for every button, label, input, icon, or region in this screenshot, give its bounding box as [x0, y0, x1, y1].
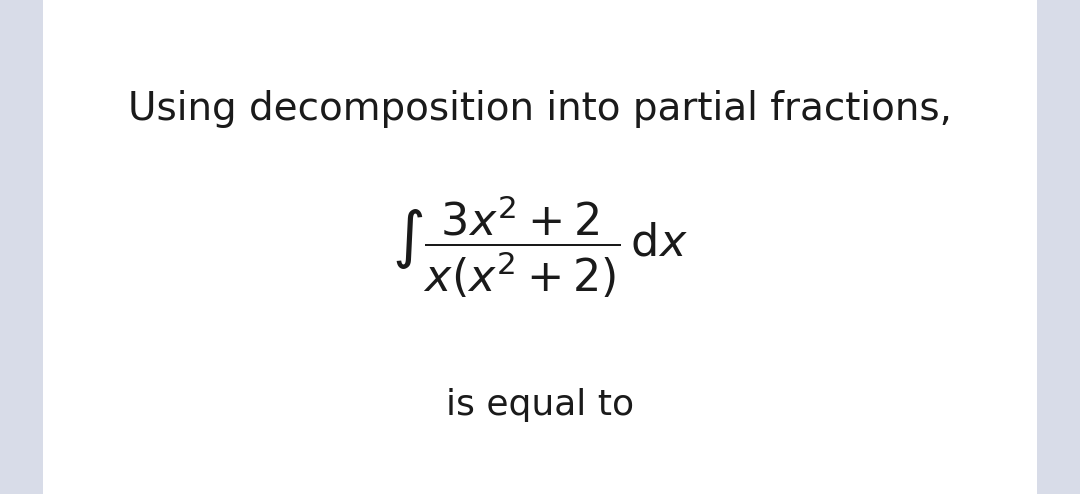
Text: $\int \dfrac{3x^2 + 2}{x(x^2 + 2)}\,\mathrm{d}x$: $\int \dfrac{3x^2 + 2}{x(x^2 + 2)}\,\mat…: [392, 194, 688, 300]
Text: is equal to: is equal to: [446, 388, 634, 422]
Text: Using decomposition into partial fractions,: Using decomposition into partial fractio…: [129, 90, 951, 127]
